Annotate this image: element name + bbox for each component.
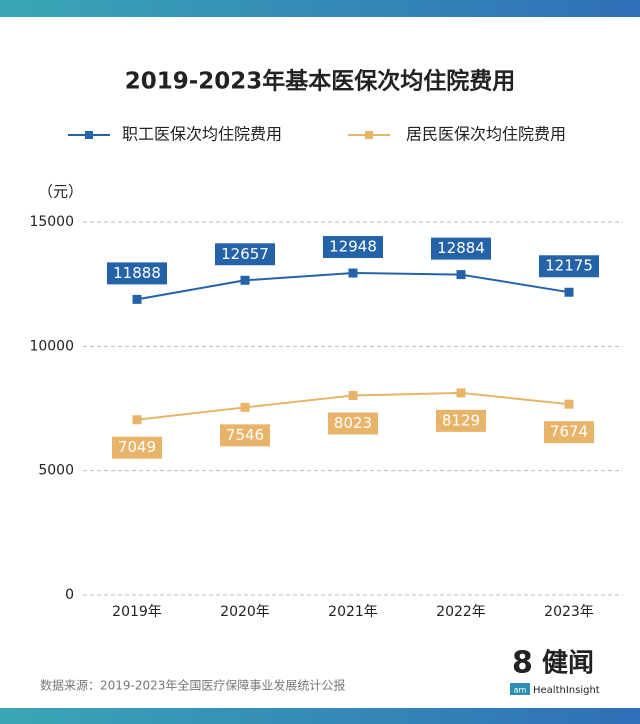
data-label-box (539, 255, 599, 278)
legend-marker (85, 131, 93, 139)
point (132, 294, 142, 304)
y-tick-label: 5000 (38, 463, 74, 479)
point (564, 399, 574, 409)
data-label-box (323, 236, 383, 259)
data-label: 12175 (545, 257, 593, 275)
data-label-box (544, 421, 594, 444)
point (240, 275, 250, 285)
point (456, 270, 466, 280)
x-tick-label: 2020年 (220, 604, 270, 620)
logo-sub: HealthInsight (533, 685, 600, 696)
y-tick-label: 15000 (29, 214, 74, 230)
data-label-box (431, 237, 491, 260)
x-tick-label: 2021年 (328, 604, 378, 620)
logo-badge (510, 683, 530, 695)
data-label-box (107, 262, 167, 285)
legend-label: 职工医保次均住院费用 (122, 125, 282, 144)
data-label: 7546 (226, 426, 264, 444)
bottom-band (0, 708, 640, 724)
data-label: 12884 (437, 239, 485, 257)
logo-name: 健闻 (542, 649, 594, 679)
source: 数据来源：2019-2023年全国医疗保障事业发展统计公报 (40, 678, 345, 693)
data-label-box (112, 436, 162, 459)
data-label: 8023 (334, 414, 372, 432)
legend-label: 居民医保次均住院费用 (406, 125, 566, 144)
point (132, 415, 142, 425)
y-unit: （元） (38, 183, 83, 201)
data-label: 12948 (329, 238, 377, 256)
x-tick-label: 2023年 (544, 604, 594, 620)
logo-mark: 8 (512, 646, 533, 681)
chart-title: 2019-2023年基本医保次均住院费用 (125, 68, 516, 95)
legend-marker (365, 131, 373, 139)
data-label-box (220, 424, 270, 447)
point (240, 402, 250, 412)
data-label: 12657 (221, 245, 269, 263)
point (348, 390, 358, 400)
point (456, 388, 466, 398)
x-tick-label: 2019年 (112, 604, 162, 620)
data-label: 7674 (550, 423, 588, 441)
y-tick-label: 10000 (29, 338, 74, 354)
data-label: 11888 (113, 264, 161, 282)
top-band (0, 0, 640, 17)
y-tick-label: 0 (65, 587, 74, 603)
data-label-box (436, 409, 486, 432)
data-label-box (215, 243, 275, 266)
logo-small: am (514, 686, 527, 695)
point (348, 268, 358, 278)
point (564, 287, 574, 297)
data-label: 7049 (118, 438, 156, 456)
data-label: 8129 (442, 411, 480, 429)
x-tick-label: 2022年 (436, 604, 486, 620)
data-label-box (328, 412, 378, 435)
